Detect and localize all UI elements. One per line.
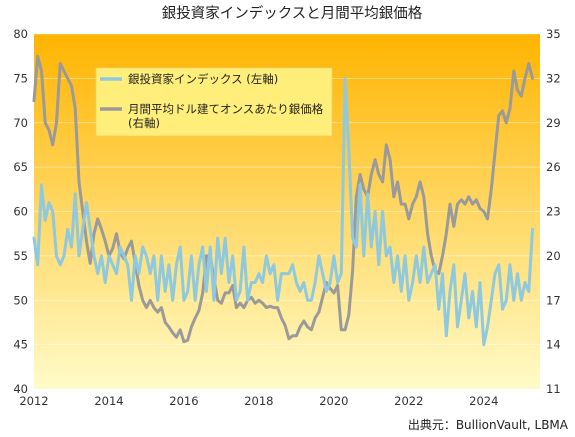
legend-box xyxy=(95,67,333,137)
legend-index-label: 銀投資家インデックス (左軸) xyxy=(128,72,278,86)
left-axis-tick-label: 60 xyxy=(13,205,28,219)
source-note: 出典元：BullionVault, LBMA xyxy=(408,418,569,432)
right-axis-tick-label: 26 xyxy=(546,160,561,174)
right-axis-tick-label: 29 xyxy=(546,116,561,130)
left-axis-tick-label: 40 xyxy=(13,382,28,396)
x-axis-tick-label: 2024 xyxy=(469,394,498,408)
legend-price-label: 月間平均ドル建てオンスあたり銀価格 (右軸) xyxy=(128,102,327,130)
left-axis-tick-label: 80 xyxy=(13,27,28,41)
left-axis-tick-label: 75 xyxy=(13,71,28,85)
legend-price-label-line-2: (右軸) xyxy=(128,116,160,130)
left-axis-tick-label: 70 xyxy=(13,116,28,130)
legend-price-label-line-1: 月間平均ドル建てオンスあたり銀価格 xyxy=(128,102,324,116)
right-axis-tick-label: 20 xyxy=(546,249,561,263)
series-index-line xyxy=(32,76,534,347)
right-axis-tick-label: 35 xyxy=(546,27,561,41)
right-axis-tick-label: 11 xyxy=(546,382,561,396)
legend: 銀投資家インデックス (左軸) 月間平均ドル建てオンスあたり銀価格 (右軸) xyxy=(95,67,333,137)
left-axis-tick-label: 65 xyxy=(13,160,28,174)
chart-title: 銀投資家インデックスと月間平均銀価格 xyxy=(162,4,423,22)
x-axis-tick-label: 2020 xyxy=(319,394,348,408)
left-axis-tick-label: 50 xyxy=(13,293,28,307)
right-axis-tick-label: 23 xyxy=(546,205,561,219)
left-axis-tick-label: 55 xyxy=(13,249,28,263)
left-axis-tick-label: 45 xyxy=(13,338,28,352)
x-axis-tick-label: 2012 xyxy=(19,394,48,408)
x-axis-ticks: 2012 2014 2016 2018 2020 2022 2024 xyxy=(19,394,498,408)
left-axis-ticks: 40 45 50 55 60 65 70 75 80 xyxy=(13,27,28,396)
x-axis-tick-label: 2014 xyxy=(94,394,123,408)
x-axis-tick-label: 2016 xyxy=(169,394,198,408)
right-axis-tick-label: 14 xyxy=(546,338,561,352)
series-layer xyxy=(32,54,534,347)
right-axis-tick-label: 17 xyxy=(546,293,561,307)
x-axis-tick-label: 2022 xyxy=(394,394,423,408)
right-axis-tick-label: 32 xyxy=(546,71,561,85)
series-price-line xyxy=(32,54,534,344)
x-axis-tick-label: 2018 xyxy=(244,394,273,408)
right-axis-ticks: 11 14 17 20 23 26 29 32 35 xyxy=(546,27,561,396)
